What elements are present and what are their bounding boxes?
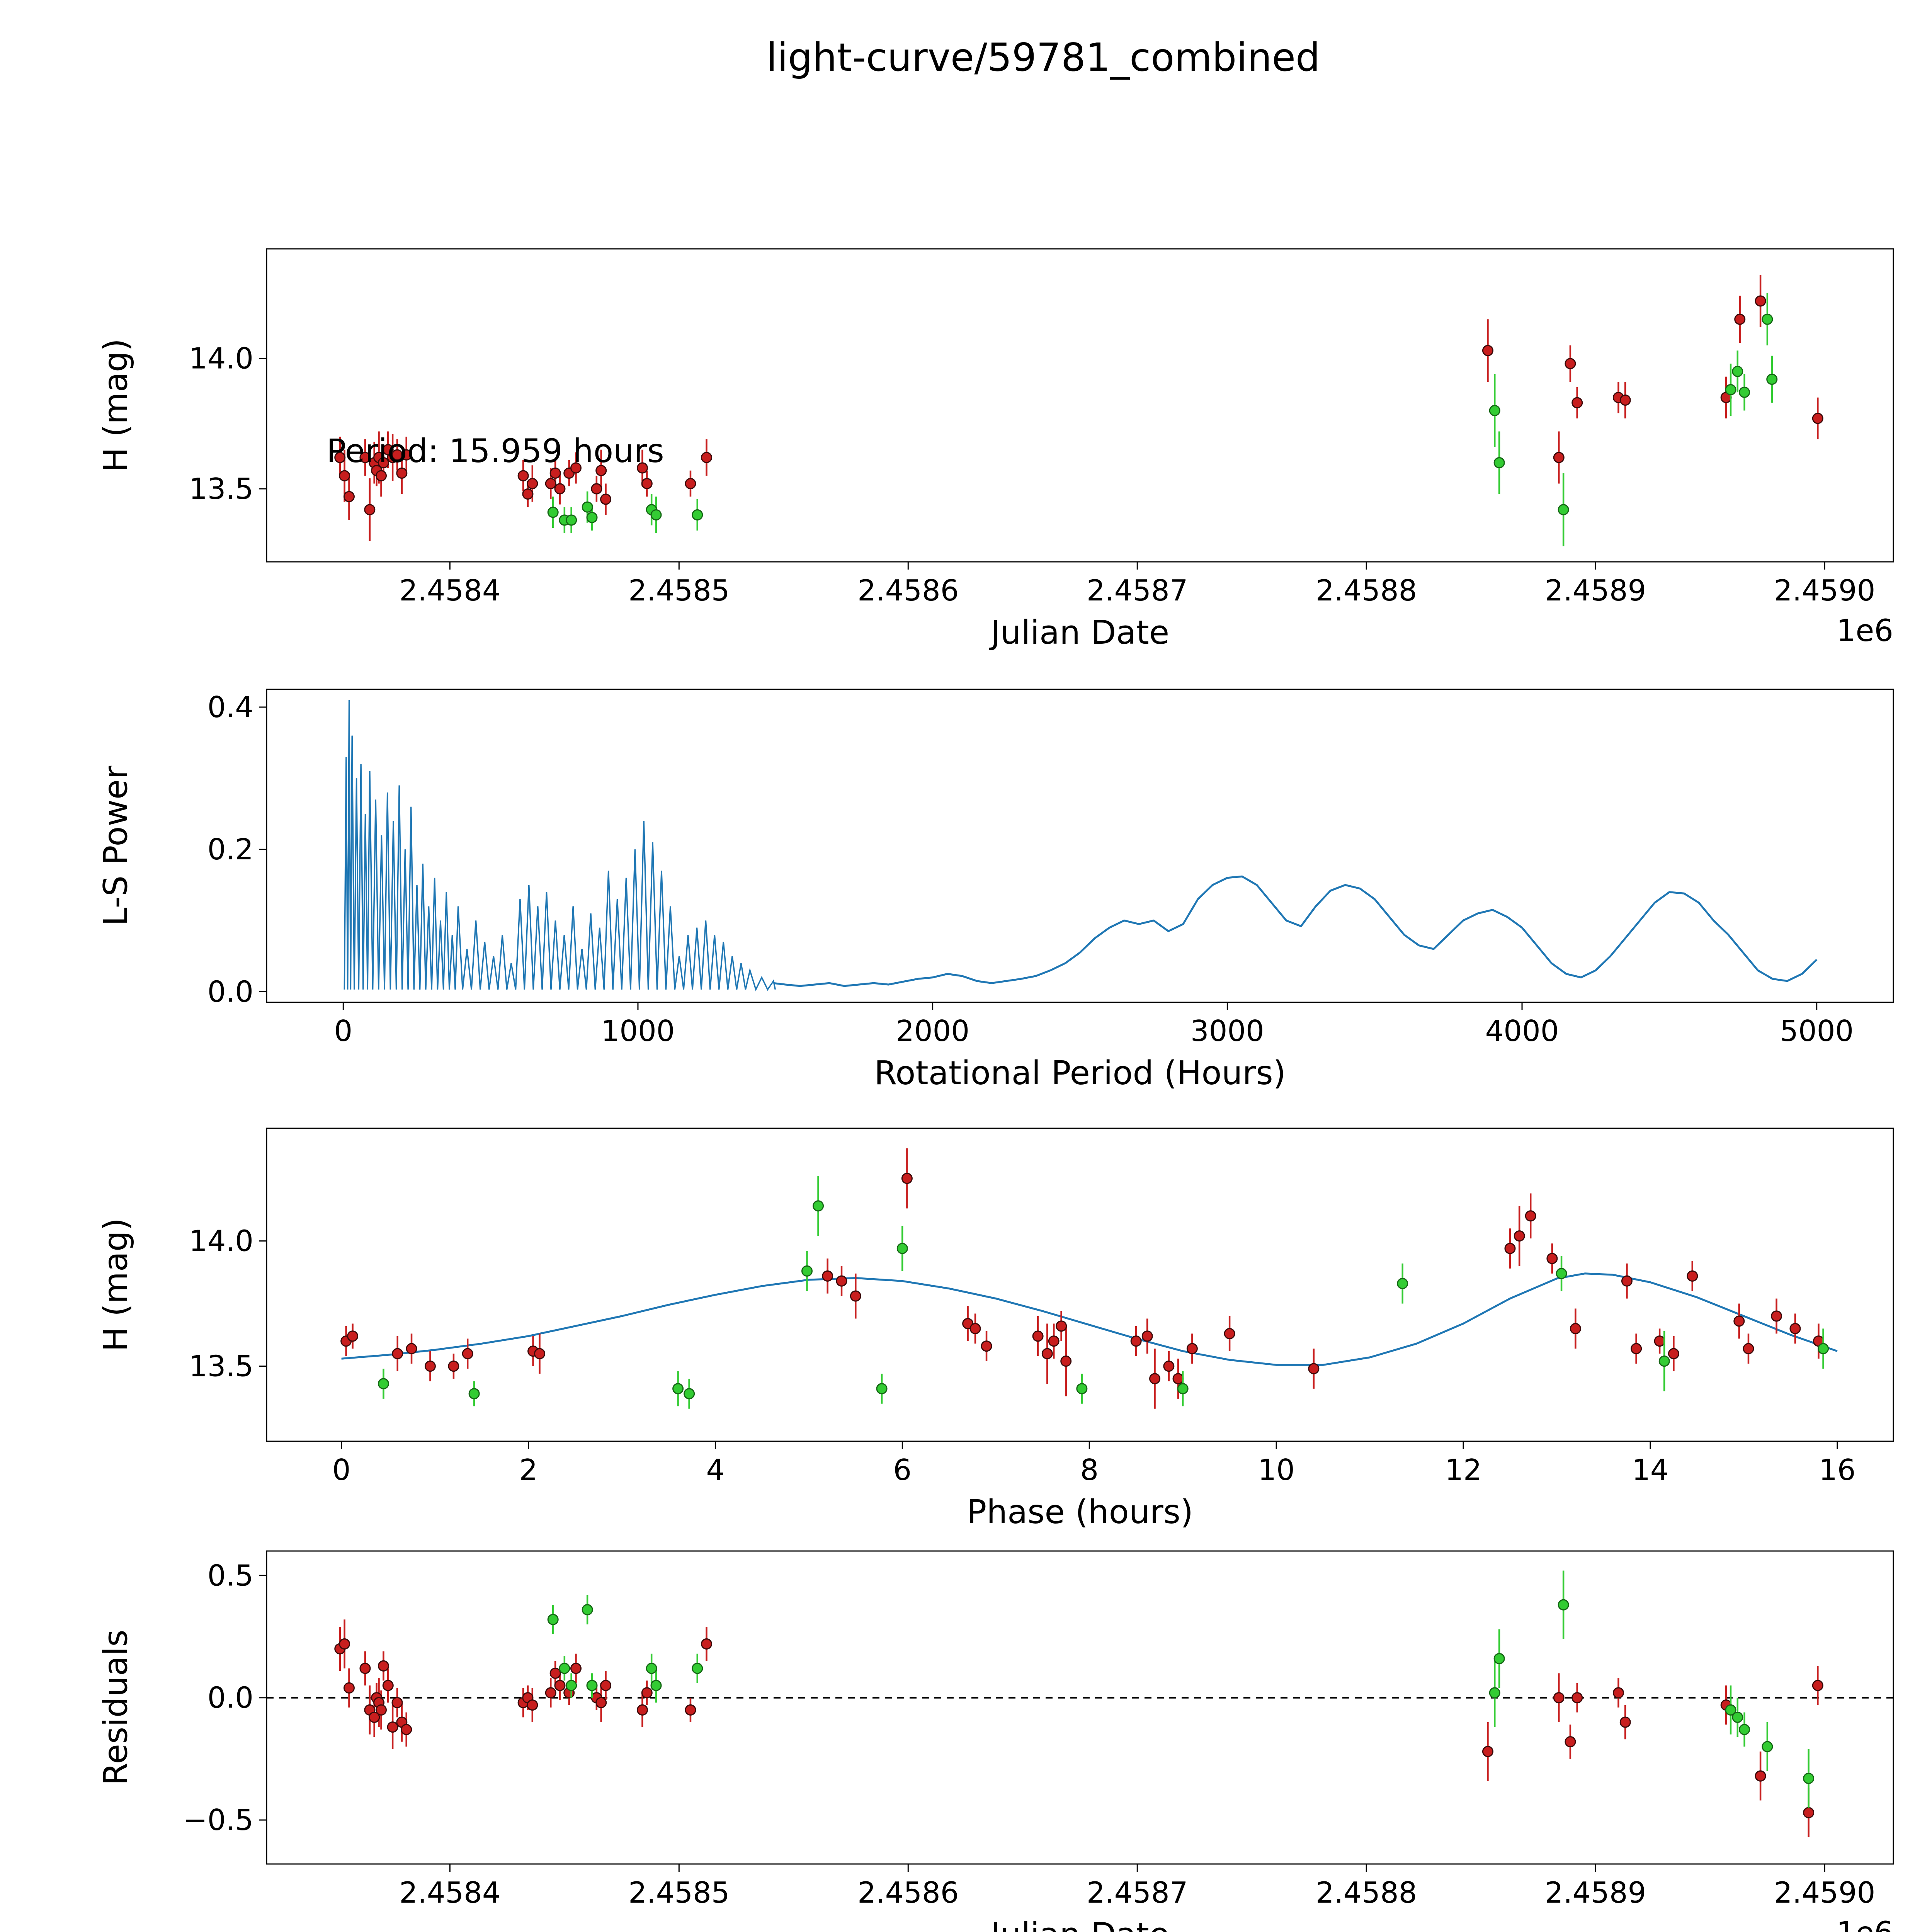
periodogram-spikes [344, 700, 776, 992]
svg-text:0.2: 0.2 [207, 832, 253, 866]
svg-text:0.5: 0.5 [207, 1558, 253, 1592]
svg-text:2.4587: 2.4587 [1087, 1876, 1188, 1910]
svg-text:14: 14 [1632, 1453, 1668, 1487]
panel-residuals-vs-julian-date: 2.4584 2.4585 2.4586 2.4587 2.4588 2.4589 2.45… [183, 1550, 1894, 1910]
svg-text:5000: 5000 [1780, 1014, 1854, 1048]
svg-text:16: 16 [1819, 1453, 1855, 1487]
svg-text:2.4589: 2.4589 [1545, 573, 1646, 607]
svg-text:2.4590: 2.4590 [1774, 1876, 1875, 1910]
svg-text:2.4588: 2.4588 [1316, 573, 1417, 607]
panel3-xaxis-label: Phase (hours) [966, 1493, 1194, 1531]
svg-text:3000: 3000 [1190, 1014, 1264, 1048]
svg-text:0: 0 [332, 1453, 351, 1487]
fit-curve [341, 1272, 1838, 1366]
svg-text:2.4587: 2.4587 [1087, 573, 1188, 607]
green-points [547, 293, 1778, 546]
svg-text:2.4586: 2.4586 [857, 573, 959, 607]
panel-h-vs-julian-date: 2.4584 2.4585 2.4586 2.4587 2.4588 2.4589 2.45… [189, 248, 1894, 607]
svg-text:14.0: 14.0 [189, 1224, 253, 1258]
svg-text:14.0: 14.0 [189, 342, 253, 376]
svg-text:10: 10 [1258, 1453, 1294, 1487]
svg-text:2.4584: 2.4584 [399, 1876, 500, 1910]
axes-frame-residuals-vs-julian-date [266, 1550, 1894, 1865]
svg-text:0.0: 0.0 [207, 1681, 253, 1715]
svg-text:1000: 1000 [601, 1014, 675, 1048]
green-points [378, 1176, 1829, 1409]
axes-frame-h-vs-julian-date [266, 248, 1894, 563]
red-points [334, 1619, 1823, 1837]
svg-text:2.4586: 2.4586 [857, 1876, 959, 1910]
svg-text:−0.5: −0.5 [183, 1803, 253, 1837]
panel1-xaxis-offset: 1e6 [1836, 614, 1893, 648]
svg-text:4000: 4000 [1485, 1014, 1559, 1048]
svg-text:2.4588: 2.4588 [1316, 1876, 1417, 1910]
panel1-xaxis-label: Julian Date [990, 614, 1170, 652]
panel3-yaxis-label: H (mag) [97, 1218, 135, 1352]
panel-phase-folded-lightcurve: 0 2 4 6 8 10 12 14 16 13.5 14.0 [189, 1128, 1894, 1487]
svg-text:6: 6 [893, 1453, 912, 1487]
svg-text:13.5: 13.5 [189, 1349, 253, 1383]
svg-text:2000: 2000 [896, 1014, 969, 1048]
panel4-xaxis-offset: 1e6 [1837, 1916, 1893, 1932]
svg-text:13.5: 13.5 [189, 472, 253, 506]
red-points [340, 1148, 1824, 1409]
figure-title: light-curve/59781_combined [766, 35, 1320, 80]
period-annotation: Period: 15.959 hours [327, 432, 664, 470]
panel1-yaxis-label: H (mag) [97, 338, 135, 473]
panel4-yaxis-label: Residuals [97, 1629, 135, 1786]
svg-text:0.0: 0.0 [207, 975, 253, 1009]
axes-frame-ls-periodogram [266, 689, 1894, 1003]
svg-text:2: 2 [519, 1453, 538, 1487]
axes-frame-phase-folded-lightcurve [266, 1128, 1894, 1442]
periodogram-smooth [773, 875, 1818, 987]
svg-text:8: 8 [1080, 1453, 1099, 1487]
svg-text:2.4589: 2.4589 [1545, 1876, 1646, 1910]
panel2-xaxis-label: Rotational Period (Hours) [874, 1054, 1286, 1092]
green-points [547, 1570, 1815, 1808]
svg-text:2.4585: 2.4585 [628, 573, 730, 607]
red-points [334, 275, 1823, 541]
svg-text:0: 0 [334, 1014, 352, 1048]
svg-text:2.4590: 2.4590 [1774, 573, 1875, 607]
panel-ls-periodogram: 0 1000 2000 3000 4000 5000 0.0 0.2 0.4 [207, 689, 1894, 1048]
svg-text:12: 12 [1445, 1453, 1481, 1487]
panel4-xaxis-label: Julian Date [991, 1916, 1169, 1932]
svg-text:2.4584: 2.4584 [399, 573, 500, 607]
svg-text:0.4: 0.4 [207, 690, 253, 724]
svg-text:2.4585: 2.4585 [628, 1876, 730, 1910]
svg-text:4: 4 [706, 1453, 725, 1487]
panel2-yaxis-label: L-S Power [97, 765, 135, 926]
